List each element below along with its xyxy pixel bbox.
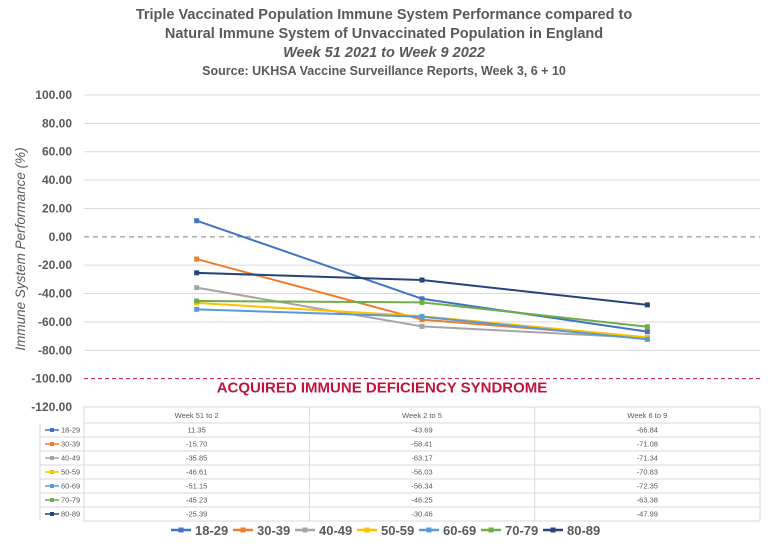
y-tick-label: -120.00 <box>31 400 72 414</box>
legend-label: 70-79 <box>505 523 538 538</box>
data-point-60-69 <box>194 306 200 312</box>
legend-label: 80-89 <box>567 523 600 538</box>
table-cell: -63.17 <box>411 454 432 463</box>
table-cell: -46.61 <box>186 468 207 477</box>
y-tick-label: -80.00 <box>38 343 72 357</box>
title-block: Triple Vaccinated Population Immune Syst… <box>0 6 768 80</box>
table-cell: -35.85 <box>186 454 207 463</box>
data-point-70-79 <box>644 324 650 330</box>
chart-title-line-1: Triple Vaccinated Population Immune Syst… <box>135 7 633 23</box>
y-axis-label: Immune System Performance (%) <box>13 147 28 350</box>
y-tick-label: 100.00 <box>35 88 72 102</box>
table-cell: 11.35 <box>188 426 206 435</box>
legend-marker-40-49 <box>302 527 308 533</box>
legend-label: 60-69 <box>443 523 476 538</box>
table-cell: -66.84 <box>637 426 658 435</box>
data-point-30-39 <box>194 256 200 262</box>
data-point-18-29 <box>644 329 650 335</box>
legend-label: 18-29 <box>195 523 228 538</box>
aids-label: ACQUIRED IMMUNE DEFICIENCY SYNDROME <box>217 380 548 397</box>
data-point-30-39 <box>419 317 425 323</box>
data-point-40-49 <box>419 323 425 329</box>
data-point-18-29 <box>419 296 425 302</box>
y-tick-label: 0.00 <box>49 230 73 244</box>
legend-marker-50-59 <box>364 527 370 533</box>
y-tick-label: 40.00 <box>42 173 72 187</box>
table-row-label: 40-49 <box>61 454 80 463</box>
y-tick-label: 20.00 <box>42 201 72 215</box>
table-row-label: 18-29 <box>61 426 80 435</box>
legend-label: 30-39 <box>257 523 290 538</box>
table-row-key-marker <box>50 512 54 516</box>
data-point-70-79 <box>419 299 425 305</box>
data-point-60-69 <box>419 314 425 320</box>
data-point-18-29 <box>194 218 200 224</box>
table-row-label: 70-79 <box>61 496 80 505</box>
table-cell: -72.35 <box>637 482 658 491</box>
table-cell: -70.83 <box>637 468 658 477</box>
y-tick-label: -100.00 <box>31 372 72 386</box>
table-cell: -71.08 <box>637 440 658 449</box>
table-cell: -45.23 <box>186 496 207 505</box>
table-row-key-marker <box>50 484 54 488</box>
chart-source: Source: UKHSA Vaccine Surveillance Repor… <box>202 64 566 78</box>
legend-label: 40-49 <box>319 523 352 538</box>
table-cell: -71.34 <box>637 454 658 463</box>
y-tick-label: 80.00 <box>42 116 72 130</box>
table-row-key-marker <box>50 456 54 460</box>
table-row-label: 80-89 <box>61 510 80 519</box>
table-header-cell: Week 6 to 9 <box>627 411 667 420</box>
table-cell: -56.03 <box>411 468 432 477</box>
data-point-70-79 <box>194 298 200 304</box>
data-point-80-89 <box>194 270 200 276</box>
legend-label: 50-59 <box>381 523 414 538</box>
data-point-80-89 <box>419 277 425 283</box>
legend-marker-30-39 <box>240 527 246 533</box>
y-tick-label: -40.00 <box>38 287 72 301</box>
data-point-40-49 <box>194 285 200 291</box>
table-header-cell: Week 2 to 5 <box>402 411 442 420</box>
table-row-label: 60-69 <box>61 482 80 491</box>
data-point-60-69 <box>644 336 650 342</box>
table-row-key-marker <box>50 498 54 502</box>
legend-marker-80-89 <box>550 527 556 533</box>
legend-marker-60-69 <box>426 527 432 533</box>
chart-title-line-2: Natural Immune System of Unvaccinated Po… <box>164 26 604 42</box>
legend-marker-18-29 <box>178 527 184 533</box>
data-point-80-89 <box>644 302 650 308</box>
table-cell: -25.39 <box>186 510 207 519</box>
table-row-key-marker <box>50 442 54 446</box>
table-row-key-marker <box>50 428 54 432</box>
y-tick-label: -60.00 <box>38 315 72 329</box>
table-cell: -47.99 <box>637 510 658 519</box>
table-row-key-marker <box>50 470 54 474</box>
y-tick-label: 60.00 <box>42 145 72 159</box>
table-cell: -63.38 <box>637 496 658 505</box>
table-cell: -56.34 <box>411 482 432 491</box>
table-cell: -15.70 <box>186 440 207 449</box>
table-cell: -58.41 <box>411 440 432 449</box>
table-row-label: 30-39 <box>61 440 80 449</box>
table-cell: -51.15 <box>186 482 207 491</box>
table-row-label: 50-59 <box>61 468 80 477</box>
chart-subtitle: Week 51 2021 to Week 9 2022 <box>283 45 485 61</box>
table-cell: -43.69 <box>411 426 432 435</box>
y-tick-label: -20.00 <box>38 258 72 272</box>
legend-marker-70-79 <box>488 527 494 533</box>
table-header-cell: Week 51 to 2 <box>175 411 219 420</box>
table-cell: -46.25 <box>411 496 432 505</box>
table-cell: -30.46 <box>411 510 432 519</box>
